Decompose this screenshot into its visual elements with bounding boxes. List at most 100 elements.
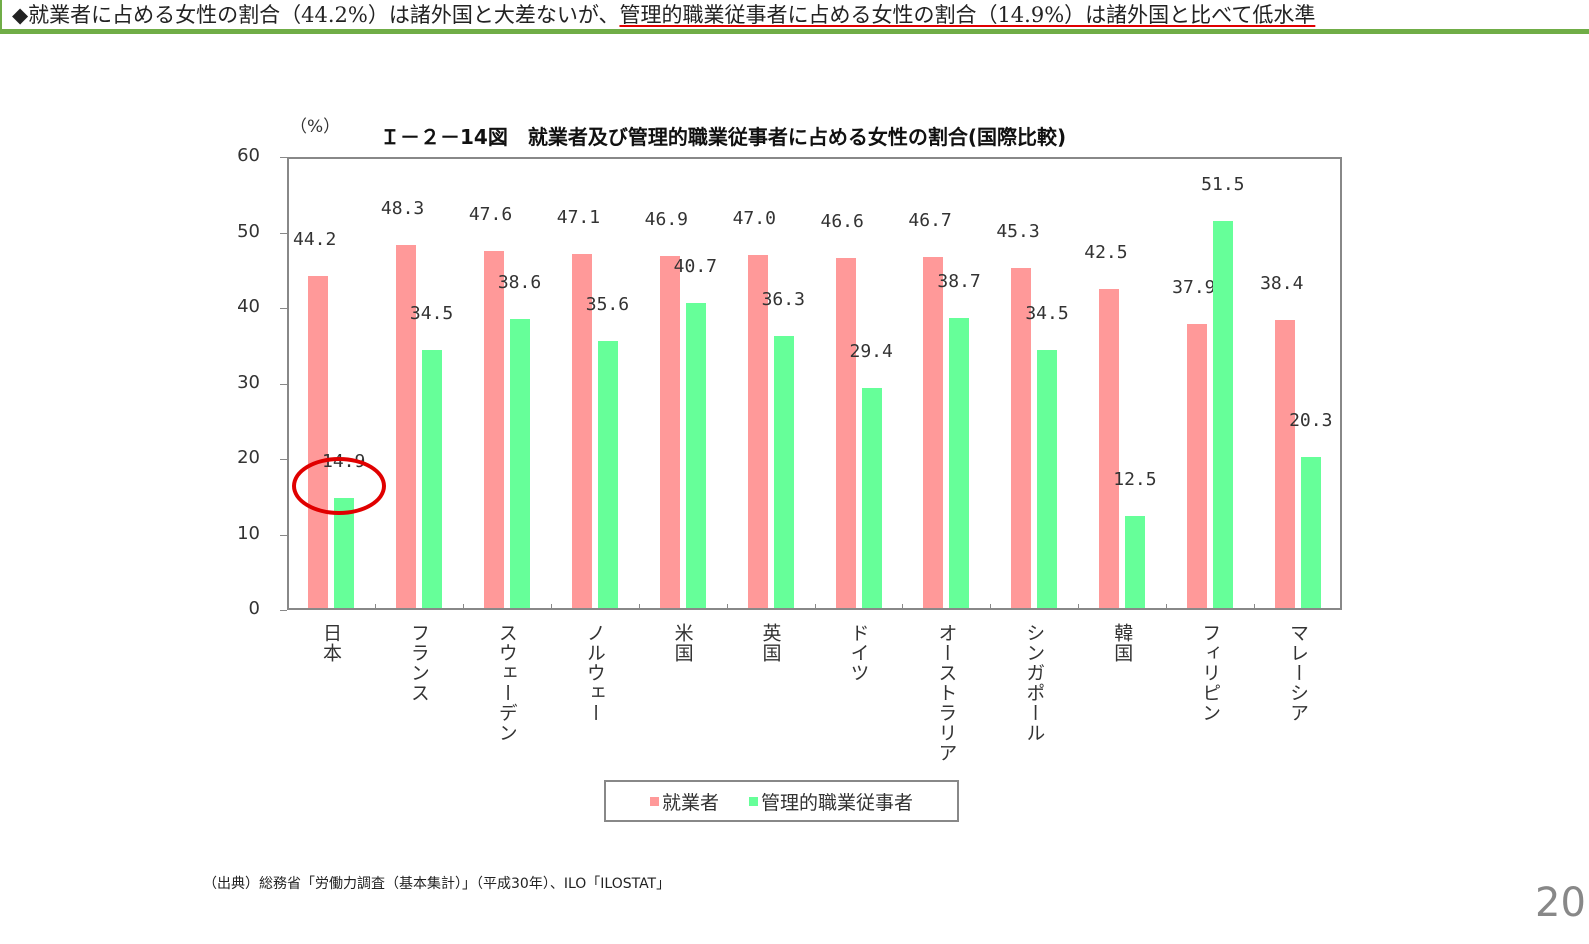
value-label: 44.2 xyxy=(293,229,337,251)
bar-managers xyxy=(509,318,530,608)
value-label: 20.3 xyxy=(1289,409,1333,431)
value-label: 35.6 xyxy=(585,294,630,316)
category-label: フィリピン xyxy=(1199,623,1222,723)
bar-managers xyxy=(1125,515,1146,608)
y-tick-mark xyxy=(280,308,287,309)
bar-managers xyxy=(685,302,706,608)
x-tick-mark xyxy=(1078,604,1080,610)
headline-text-1: 就業者に占める女性の割合（44.2%）は諸外国と大差ないが、 xyxy=(28,3,620,27)
headline-bullet: ◆ xyxy=(12,3,29,27)
legend-item-managers: 管理的職業従事者 xyxy=(749,788,913,815)
legend-swatch-employed xyxy=(649,796,659,806)
bar-employed xyxy=(1275,320,1296,608)
value-label: 34.5 xyxy=(1025,302,1069,324)
value-label: 46.6 xyxy=(820,211,864,233)
y-tick-label: 20 xyxy=(237,447,260,468)
bar-managers xyxy=(773,335,794,608)
bar-employed xyxy=(1187,323,1208,608)
value-label: 40.7 xyxy=(673,255,718,277)
category-label: 米国 xyxy=(671,623,694,663)
category-label: 英国 xyxy=(759,623,782,663)
value-label: 42.5 xyxy=(1084,242,1128,264)
x-tick-mark xyxy=(374,604,376,610)
bar-employed xyxy=(483,250,504,608)
value-label: 47.0 xyxy=(732,208,776,230)
value-label: 38.7 xyxy=(937,270,981,292)
bar-managers xyxy=(1037,349,1058,608)
category-label: フランス xyxy=(407,623,430,703)
value-label: 37.9 xyxy=(1172,276,1216,298)
y-tick-label: 30 xyxy=(237,371,260,393)
headline: ◆就業者に占める女性の割合（44.2%）は諸外国と大差ないが、管理的職業従事者に… xyxy=(0,0,1589,34)
bar-managers xyxy=(334,497,354,608)
headline-text-underlined: 管理的職業従事者に占める女性の割合（14.9%）は諸外国と比べて低水準 xyxy=(619,3,1316,27)
legend-label: 管理的職業従事者 xyxy=(761,791,914,814)
x-tick-mark xyxy=(902,604,904,610)
bar-employed xyxy=(659,255,680,608)
x-tick-mark xyxy=(726,604,728,610)
category-label: 日本 xyxy=(319,623,342,663)
x-tick-mark xyxy=(462,604,464,610)
value-label: 48.3 xyxy=(380,198,425,220)
y-tick-mark xyxy=(280,232,287,234)
bar-managers xyxy=(949,317,970,608)
y-tick-label: 50 xyxy=(237,220,260,242)
x-tick-mark xyxy=(550,604,552,610)
y-tick-label: 60 xyxy=(237,145,260,166)
page-number: 20 xyxy=(1535,880,1586,926)
x-tick-mark xyxy=(638,604,640,610)
value-label: 46.9 xyxy=(644,208,689,230)
legend-item-employed: 就業者 xyxy=(649,788,719,815)
value-label: 38.4 xyxy=(1260,273,1304,295)
chart-title: Ｉ－２－14図 就業者及び管理的職業従事者に占める女性の割合(国際比較) xyxy=(380,125,1067,149)
bar-managers xyxy=(597,341,618,608)
value-label: 38.6 xyxy=(497,271,542,293)
x-tick-mark xyxy=(990,604,992,610)
value-label: 29.4 xyxy=(849,341,893,363)
value-label: 12.5 xyxy=(1113,468,1157,490)
y-tick-mark xyxy=(280,534,287,536)
y-tick-label: 10 xyxy=(237,522,260,544)
y-tick-mark xyxy=(280,383,287,385)
y-tick-label: 40 xyxy=(237,296,260,317)
y-axis-unit: （%） xyxy=(290,117,341,137)
legend-label: 就業者 xyxy=(661,791,719,814)
category-label: シンガポール xyxy=(1023,623,1046,743)
x-tick-mark xyxy=(1254,604,1256,610)
y-tick-mark xyxy=(280,157,287,158)
x-tick-mark xyxy=(814,604,816,610)
source-note: （出典）総務省「労働力調査（基本集計）」（平成30年）、ILO「ILOSTAT」 xyxy=(203,876,671,892)
highlight-circle xyxy=(292,457,386,515)
bar-employed xyxy=(747,255,768,608)
category-label: ドイツ xyxy=(847,623,870,683)
value-label: 47.6 xyxy=(468,203,513,225)
category-label: スウェーデン xyxy=(495,623,518,743)
y-tick-label: 0 xyxy=(248,598,260,619)
bar-employed xyxy=(1011,267,1032,608)
bar-managers xyxy=(861,388,882,608)
bar-employed xyxy=(923,257,944,608)
bar-employed xyxy=(395,245,416,608)
value-label: 45.3 xyxy=(996,220,1040,242)
legend-swatch-managers xyxy=(749,796,758,806)
bar-employed xyxy=(835,258,856,608)
x-tick-mark xyxy=(1166,604,1168,610)
category-label: オーストラリア xyxy=(935,623,958,763)
value-label: 47.1 xyxy=(556,207,601,229)
bar-employed xyxy=(571,254,592,608)
plot-area xyxy=(287,157,1342,610)
value-label: 46.7 xyxy=(908,210,952,232)
y-tick-mark xyxy=(280,610,287,611)
value-label: 51.5 xyxy=(1201,174,1245,196)
value-label: 36.3 xyxy=(761,288,805,310)
value-label: 34.5 xyxy=(409,302,454,324)
category-label: ノルウェー xyxy=(583,623,606,723)
bar-managers xyxy=(1213,221,1234,608)
category-label: 韓国 xyxy=(1111,623,1134,663)
bar-managers xyxy=(421,349,442,608)
bar-managers xyxy=(1301,456,1322,608)
bar-employed xyxy=(308,276,328,608)
category-label: マレーシア xyxy=(1287,623,1310,723)
y-tick-mark xyxy=(280,459,287,460)
bar-employed xyxy=(1099,289,1120,608)
